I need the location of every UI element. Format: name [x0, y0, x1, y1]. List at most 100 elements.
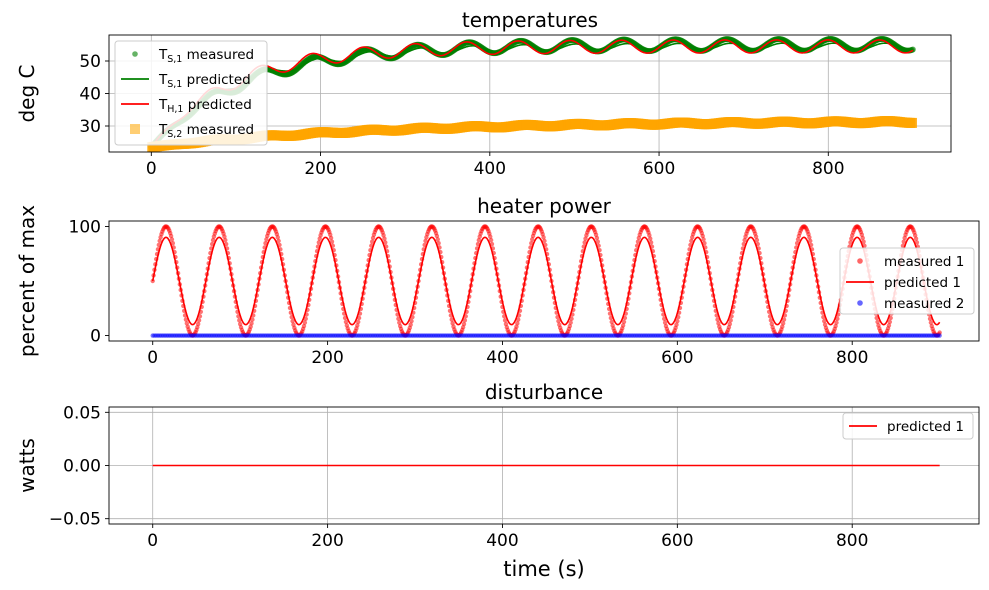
- data-point: [728, 318, 733, 323]
- data-point: [808, 238, 813, 244]
- data-point: [249, 321, 254, 326]
- legend-label: TS,1 measured: [158, 47, 254, 65]
- data-point: [157, 238, 162, 244]
- data-point: [822, 318, 827, 324]
- x-tick-label: 600: [661, 531, 693, 551]
- legend: TS,1 measured TS,1 predicted TH,1 predicte…: [114, 40, 268, 146]
- x-tick-label: 200: [311, 531, 343, 551]
- data-point: [408, 322, 413, 327]
- data-point: [583, 236, 588, 241]
- data-point: [834, 320, 839, 325]
- y-axis-label: percent of max: [15, 205, 39, 357]
- data-point: [569, 316, 574, 321]
- data-point: [237, 318, 242, 323]
- data-point: [328, 235, 334, 241]
- data-point: [264, 237, 269, 242]
- data-point: [567, 323, 572, 329]
- subplot-title: temperatures: [462, 8, 598, 32]
- data-point: [912, 233, 918, 238]
- data-point: [908, 117, 917, 128]
- legend-label: TS,2 measured: [158, 122, 254, 140]
- data-point: [568, 320, 573, 325]
- data-point: [514, 324, 519, 329]
- data-point: [488, 234, 493, 239]
- data-point: [689, 238, 694, 244]
- data-point: [742, 237, 747, 243]
- legend-marker: [857, 258, 863, 264]
- x-tick-label: 800: [812, 159, 844, 179]
- data-point: [222, 234, 227, 239]
- data-point: [476, 237, 482, 243]
- data-point: [848, 240, 853, 245]
- legend-label: predicted 1: [884, 275, 961, 291]
- data-point: [383, 240, 388, 245]
- data-point: [276, 238, 281, 244]
- subplot-title: disturbance: [485, 380, 603, 404]
- data-point: [609, 319, 614, 325]
- x-axis-label: time (s): [503, 557, 584, 581]
- data-point: [807, 235, 812, 240]
- subplot-heater-power: 0 200 400 600 800 0 100 heater power percent of …: [15, 194, 980, 368]
- data-point: [183, 317, 189, 322]
- legend-label: measured 2: [884, 296, 964, 312]
- data-point: [275, 235, 280, 240]
- data-point: [780, 324, 785, 329]
- data-point: [170, 241, 176, 246]
- x-tick-label: 0: [146, 159, 157, 179]
- x-tick-label: 0: [147, 531, 158, 551]
- y-tick-label: 0: [90, 327, 101, 347]
- data-point: [835, 316, 840, 321]
- data-point: [780, 321, 786, 326]
- subplot-disturbance: 0 200 400 600 800 −0.05 0.00 0.05 disturbance wat…: [15, 380, 980, 581]
- data-point: [715, 317, 720, 322]
- data-point: [753, 234, 759, 239]
- data-point: [168, 233, 174, 239]
- legend-box: [114, 40, 268, 146]
- data-point: [355, 323, 360, 328]
- data-point: [794, 241, 800, 246]
- legend-marker: [857, 300, 863, 306]
- data-point: [849, 236, 854, 241]
- data-point: [343, 319, 349, 325]
- data-point: [356, 319, 361, 325]
- y-tick-label: 40: [79, 85, 101, 105]
- data-point: [635, 239, 641, 244]
- legend: predicted 1: [842, 412, 974, 440]
- data-point: [754, 237, 760, 243]
- subplot-title: heater power: [477, 194, 612, 218]
- data-point: [248, 324, 253, 329]
- data-point: [928, 320, 934, 325]
- legend-marker: [132, 51, 138, 57]
- data-point: [541, 235, 546, 240]
- x-tick-label: 600: [661, 348, 693, 368]
- data-point: [716, 321, 721, 326]
- data-point: [937, 333, 942, 338]
- data-point: [434, 233, 440, 239]
- series-line: [150, 39, 914, 148]
- data-point: [833, 323, 838, 329]
- data-point: [674, 322, 679, 327]
- data-point: [620, 323, 626, 328]
- x-tick-label: 400: [474, 159, 506, 179]
- data-point: [461, 321, 467, 327]
- legend-box: [839, 247, 975, 315]
- data-point: [195, 321, 201, 327]
- y-tick-label: 50: [79, 52, 101, 72]
- data-point: [675, 318, 680, 324]
- data-point: [223, 237, 228, 243]
- x-tick-label: 800: [836, 531, 868, 551]
- data-point: [317, 236, 322, 241]
- data-point: [516, 317, 521, 322]
- x-tick-label: 400: [486, 348, 518, 368]
- data-point: [927, 316, 933, 321]
- data-point: [647, 233, 652, 238]
- data-point: [369, 239, 375, 244]
- axes-frame: [108, 220, 980, 342]
- legend-box: [842, 412, 974, 440]
- data-point: [436, 241, 441, 246]
- data-point: [914, 240, 920, 245]
- data-point: [887, 319, 893, 325]
- y-tick-label: −0.05: [49, 510, 101, 530]
- data-point: [302, 320, 308, 325]
